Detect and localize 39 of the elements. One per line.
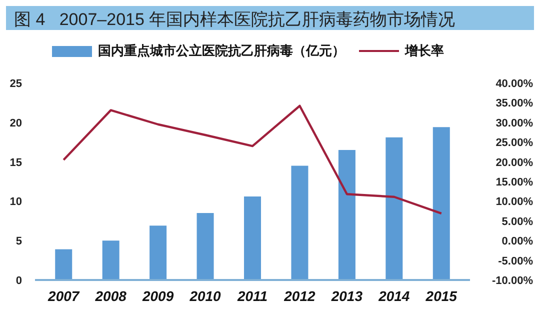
- x-tick-label: 2011: [236, 288, 268, 304]
- y2-tick-label: 30.00%: [496, 117, 534, 130]
- bar: [150, 226, 167, 280]
- legend-label: 增长率: [404, 43, 444, 58]
- y-tick-label: 25: [10, 78, 22, 90]
- x-tick-label: 2013: [330, 288, 363, 304]
- bar: [386, 137, 403, 280]
- chart-title: 图 4 2007–2015 年国内样本医院抗乙肝病毒药物市场情况: [14, 10, 456, 29]
- legend-label: 国内重点城市公立医院抗乙肝病毒（亿元）: [98, 43, 345, 58]
- y-tick-label: 15: [10, 156, 22, 169]
- x-tick-label: 2012: [283, 288, 316, 304]
- bar: [196, 213, 214, 280]
- x-tick-label: 2007: [47, 288, 80, 304]
- bar: [102, 240, 120, 280]
- x-tick-label: 2014: [378, 288, 410, 304]
- y2-tick-label: 10.00%: [496, 196, 534, 208]
- y2-tick-label: 40.00%: [496, 78, 534, 90]
- y2-tick-label: 20.00%: [496, 156, 534, 169]
- bar: [244, 196, 261, 280]
- x-tick-label: 2009: [141, 288, 174, 304]
- bar: [291, 166, 308, 280]
- y2-tick-label: -10.00%: [492, 275, 534, 287]
- x-tick-label: 2015: [424, 288, 458, 304]
- x-tick-label: 2010: [188, 288, 222, 304]
- y-tick-label: 0: [16, 275, 22, 287]
- line-series: [62, 104, 442, 215]
- y-tick-label: 5: [16, 236, 22, 248]
- y2-tick-label: 0.00%: [502, 236, 534, 248]
- y-tick-label: 10: [10, 196, 22, 208]
- y2-tick-label: 15.00%: [496, 176, 534, 188]
- bar: [432, 127, 450, 280]
- y-tick-label: 20: [10, 117, 22, 130]
- y2-tick-label: 25.00%: [496, 137, 534, 150]
- y2-tick-label: 5.00%: [502, 216, 534, 228]
- x-tick-label: 2008: [94, 288, 127, 304]
- bar: [55, 249, 72, 280]
- y2-tick-label: 35.00%: [496, 98, 534, 110]
- bar: [338, 150, 356, 280]
- y2-tick-label: -5.00%: [498, 255, 534, 268]
